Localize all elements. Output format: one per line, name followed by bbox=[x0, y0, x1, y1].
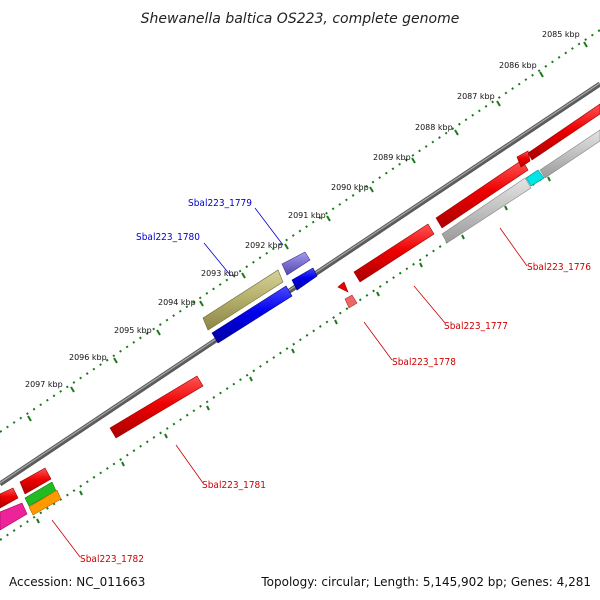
tick-labels: 2085 kbp 2086 kbp 2087 kbp 2088 kbp 2089… bbox=[25, 30, 580, 389]
tick-label: 2086 kbp bbox=[499, 61, 537, 70]
tick-label: 2091 kbp bbox=[288, 211, 326, 220]
gene-label[interactable]: Sbal223_1782 bbox=[80, 554, 144, 565]
gene-feature[interactable] bbox=[109, 375, 204, 439]
tick-marks bbox=[27, 41, 588, 422]
outer-tick-ring bbox=[0, 29, 600, 433]
gene-feature[interactable] bbox=[525, 169, 545, 187]
tick-label: 2095 kbp bbox=[114, 326, 152, 335]
lower-features bbox=[0, 129, 600, 531]
gene-feature[interactable] bbox=[353, 223, 435, 283]
gene-label[interactable]: Sbal223_1777 bbox=[444, 321, 508, 332]
gene-feature[interactable] bbox=[0, 502, 28, 531]
gene-feature[interactable] bbox=[344, 294, 358, 309]
tick-label: 2096 kbp bbox=[69, 353, 107, 362]
tick-label: 2085 kbp bbox=[542, 30, 580, 39]
tick-label: 2087 kbp bbox=[457, 92, 495, 101]
leader-lines bbox=[51, 207, 528, 558]
forward-features bbox=[202, 103, 600, 331]
gene-feature[interactable] bbox=[539, 129, 600, 179]
gene-label[interactable]: Sbal223_1781 bbox=[202, 480, 266, 491]
gene-label[interactable]: Sbal223_1780 bbox=[136, 232, 200, 243]
gene-feature[interactable] bbox=[19, 467, 52, 495]
tick-label: 2093 kbp bbox=[201, 269, 239, 278]
gene-label[interactable]: Sbal223_1776 bbox=[527, 262, 591, 273]
gene-feature[interactable] bbox=[441, 177, 532, 244]
gene-feature[interactable] bbox=[516, 150, 531, 168]
gene-feature[interactable] bbox=[28, 489, 62, 516]
tick-label: 2097 kbp bbox=[25, 380, 63, 389]
map-title: Shewanella baltica OS223, complete genom… bbox=[141, 11, 460, 27]
gene-feature[interactable] bbox=[0, 487, 19, 509]
topology-label: Topology: circular; Length: 5,145,902 bp… bbox=[260, 575, 591, 589]
gene-label[interactable]: Sbal223_1778 bbox=[392, 357, 456, 368]
gene-labels: Sbal223_1776 Sbal223_1777 Sbal223_1778 S… bbox=[80, 198, 591, 565]
gene-feature[interactable] bbox=[202, 269, 284, 331]
inner-tick-marks bbox=[36, 176, 551, 524]
gene-feature[interactable] bbox=[281, 251, 311, 276]
tick-label: 2092 kbp bbox=[245, 241, 283, 250]
accession-label: Accession: NC_011663 bbox=[9, 575, 145, 589]
gene-feature[interactable] bbox=[527, 103, 600, 161]
gene-feature[interactable] bbox=[435, 159, 529, 229]
gene-feature[interactable] bbox=[211, 285, 293, 344]
tick-label: 2094 kbp bbox=[158, 298, 196, 307]
tick-label: 2090 kbp bbox=[331, 183, 369, 192]
gene-label[interactable]: Sbal223_1779 bbox=[188, 198, 252, 209]
tick-label: 2089 kbp bbox=[373, 153, 411, 162]
gene-feature[interactable] bbox=[291, 267, 318, 291]
gene-feature[interactable] bbox=[337, 281, 349, 293]
tick-label: 2088 kbp bbox=[415, 123, 453, 132]
